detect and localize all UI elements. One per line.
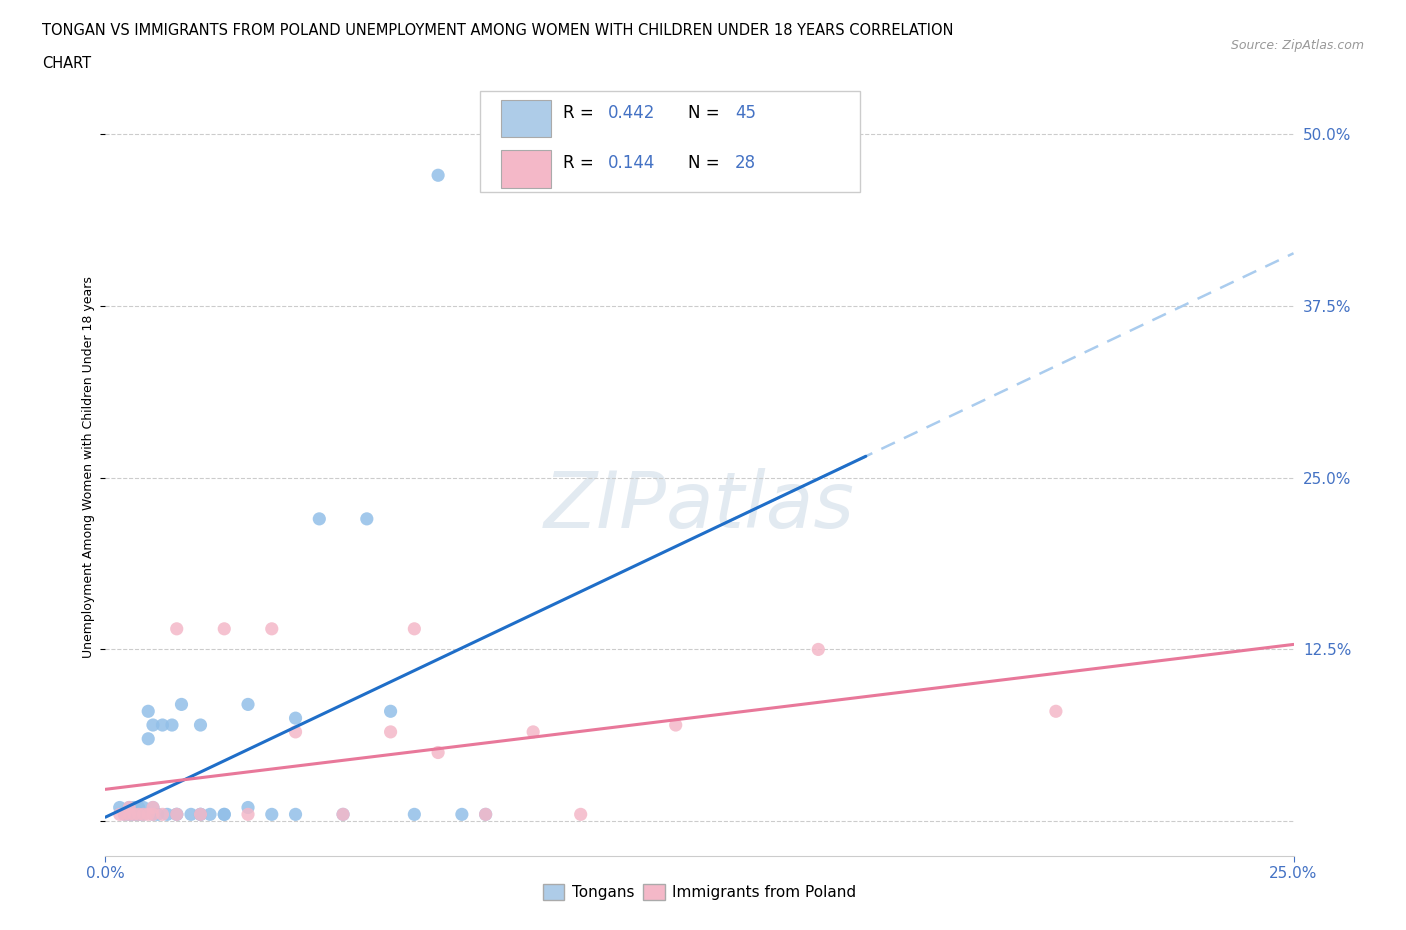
Point xyxy=(136,704,159,719)
Point xyxy=(260,621,283,636)
Point xyxy=(474,807,496,822)
Point xyxy=(236,800,259,815)
Point xyxy=(665,718,688,733)
Point xyxy=(166,807,188,822)
Point xyxy=(122,807,145,822)
Point xyxy=(190,807,212,822)
Point xyxy=(146,807,169,822)
Point xyxy=(118,800,141,815)
Point xyxy=(142,800,165,815)
Point xyxy=(284,724,307,739)
Point xyxy=(356,512,378,526)
Point xyxy=(807,642,830,657)
Point xyxy=(128,807,150,822)
Point xyxy=(118,800,141,815)
Point xyxy=(122,807,145,822)
Text: N =: N = xyxy=(688,104,724,122)
Point xyxy=(142,800,165,815)
Point xyxy=(380,724,402,739)
Point xyxy=(128,807,150,822)
Point xyxy=(190,807,212,822)
Text: Source: ZipAtlas.com: Source: ZipAtlas.com xyxy=(1230,39,1364,52)
Point xyxy=(332,807,354,822)
Text: R =: R = xyxy=(562,154,599,172)
Text: CHART: CHART xyxy=(42,56,91,71)
Point xyxy=(142,807,165,822)
FancyBboxPatch shape xyxy=(501,151,551,188)
Point xyxy=(404,621,426,636)
Text: TONGAN VS IMMIGRANTS FROM POLAND UNEMPLOYMENT AMONG WOMEN WITH CHILDREN UNDER 18: TONGAN VS IMMIGRANTS FROM POLAND UNEMPLO… xyxy=(42,23,953,38)
Point xyxy=(214,621,236,636)
FancyBboxPatch shape xyxy=(479,91,860,192)
Point xyxy=(160,718,183,733)
Point xyxy=(308,512,330,526)
Text: 0.442: 0.442 xyxy=(607,104,655,122)
Point xyxy=(118,807,141,822)
Point xyxy=(214,807,236,822)
Point xyxy=(108,800,131,815)
Point xyxy=(284,807,307,822)
Legend: Tongans, Immigrants from Poland: Tongans, Immigrants from Poland xyxy=(537,878,862,906)
Point xyxy=(332,807,354,822)
Point xyxy=(166,807,188,822)
Point xyxy=(114,807,136,822)
Point xyxy=(128,807,150,822)
Point xyxy=(142,718,165,733)
Point xyxy=(128,800,150,815)
Point xyxy=(427,745,450,760)
Text: 0.144: 0.144 xyxy=(607,154,655,172)
Point xyxy=(114,807,136,822)
Point xyxy=(404,807,426,822)
Point xyxy=(152,718,174,733)
Point xyxy=(380,704,402,719)
Point xyxy=(122,807,145,822)
Text: ZIPatlas: ZIPatlas xyxy=(544,468,855,544)
Point xyxy=(166,621,188,636)
Point xyxy=(136,807,159,822)
Point xyxy=(118,807,141,822)
Point xyxy=(132,807,155,822)
Point xyxy=(569,807,592,822)
Point xyxy=(118,807,141,822)
Point xyxy=(190,718,212,733)
Text: 28: 28 xyxy=(735,154,756,172)
Point xyxy=(236,807,259,822)
Point xyxy=(132,807,155,822)
Point xyxy=(122,800,145,815)
Point xyxy=(180,807,202,822)
Point xyxy=(522,724,544,739)
Point xyxy=(450,807,472,822)
Point xyxy=(166,807,188,822)
Point xyxy=(170,697,193,711)
Point xyxy=(108,807,131,822)
Text: 45: 45 xyxy=(735,104,756,122)
Point xyxy=(142,807,165,822)
Point xyxy=(190,807,212,822)
Point xyxy=(474,807,496,822)
Point xyxy=(198,807,221,822)
Point xyxy=(156,807,179,822)
Point xyxy=(152,807,174,822)
Text: R =: R = xyxy=(562,104,599,122)
Point xyxy=(284,711,307,725)
Y-axis label: Unemployment Among Women with Children Under 18 years: Unemployment Among Women with Children U… xyxy=(82,276,96,658)
Point xyxy=(236,697,259,711)
FancyBboxPatch shape xyxy=(501,100,551,138)
Point xyxy=(136,731,159,746)
Point xyxy=(132,800,155,815)
Text: N =: N = xyxy=(688,154,724,172)
Point xyxy=(427,167,450,182)
Point xyxy=(260,807,283,822)
Point xyxy=(214,807,236,822)
Point xyxy=(1045,704,1067,719)
